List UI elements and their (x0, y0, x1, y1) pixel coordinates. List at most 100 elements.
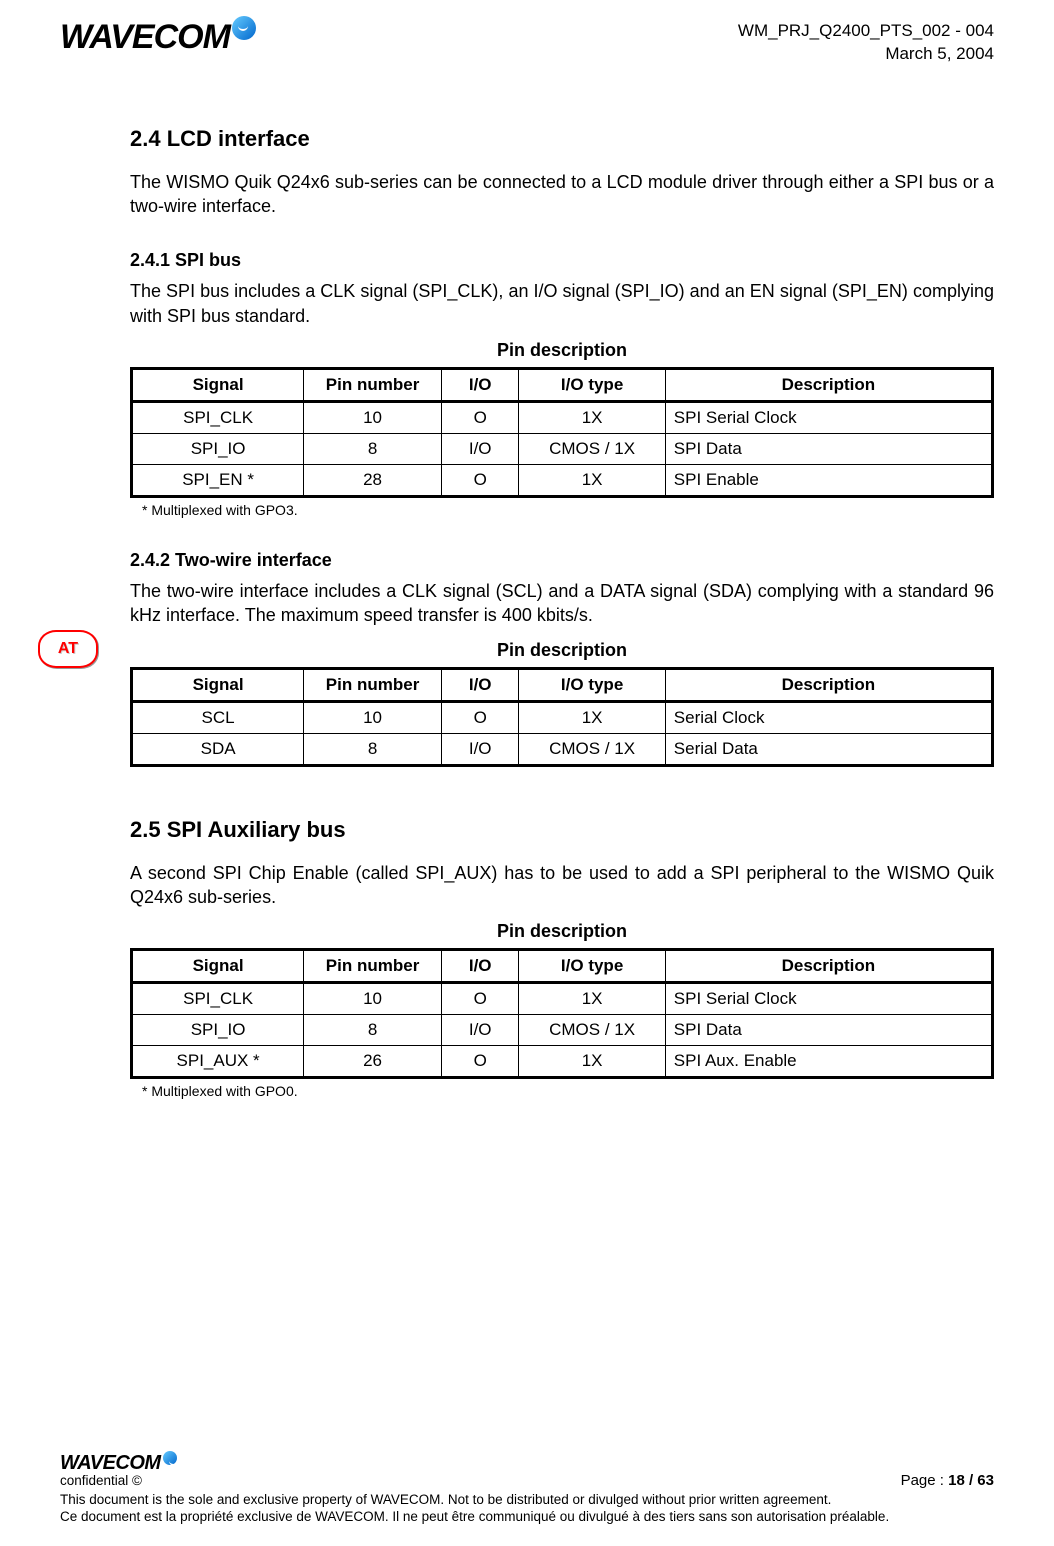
th-pin-number: Pin number (304, 668, 442, 701)
th-io-type: I/O type (519, 668, 665, 701)
heading-2-5: 2.5 SPI Auxiliary bus (130, 817, 994, 843)
heading-2-4-2: 2.4.2 Two-wire interface (130, 550, 994, 571)
table-cell: I/O (441, 434, 518, 465)
intro-2-4-2: The two-wire interface includes a CLK si… (130, 579, 994, 628)
table-body: SPI_CLK10O1XSPI Serial ClockSPI_IO8I/OCM… (132, 402, 993, 497)
doc-id: WM_PRJ_Q2400_PTS_002 - 004 (738, 20, 994, 43)
table-cell: 10 (304, 701, 442, 733)
table-cell: CMOS / 1X (519, 1015, 665, 1046)
table-cell: 28 (304, 465, 442, 497)
heading-2-4: 2.4 LCD interface (130, 126, 994, 152)
table-cell: SPI_IO (132, 1015, 304, 1046)
table-cell: 26 (304, 1046, 442, 1078)
th-io-type: I/O type (519, 950, 665, 983)
brand-logo: WAVECOM (60, 20, 256, 54)
heading-2-4-1: 2.4.1 SPI bus (130, 250, 994, 271)
caption-2-5: Pin description (130, 921, 994, 942)
th-signal: Signal (132, 668, 304, 701)
footer-page: Page : 18 / 63 (901, 1472, 994, 1491)
footer-legal-fr: Ce document est la propriété exclusive d… (60, 1509, 994, 1526)
table-2-4-2: Signal Pin number I/O I/O type Descripti… (130, 667, 994, 767)
table-cell: SPI Serial Clock (665, 983, 992, 1015)
footer-brand-logo: WAVECOM (60, 1453, 177, 1473)
table-cell: 1X (519, 983, 665, 1015)
table-header-row: Signal Pin number I/O I/O type Descripti… (132, 369, 993, 402)
footer-brand-text: WAVECOM (60, 1453, 161, 1473)
doc-date: March 5, 2004 (738, 43, 994, 66)
th-description: Description (665, 369, 992, 402)
th-description: Description (665, 950, 992, 983)
table-cell: SPI Data (665, 1015, 992, 1046)
table-2-4-1: Signal Pin number I/O I/O type Descripti… (130, 367, 994, 498)
table-row: SPI_IO8I/OCMOS / 1XSPI Data (132, 434, 993, 465)
th-signal: Signal (132, 369, 304, 402)
table-cell: 1X (519, 1046, 665, 1078)
table-cell: 10 (304, 983, 442, 1015)
footer-top-row: WAVECOM confidential © Page : 18 / 63 (60, 1453, 994, 1490)
table-row: SCL10O1XSerial Clock (132, 701, 993, 733)
table-cell: 8 (304, 733, 442, 765)
table-cell: 8 (304, 1015, 442, 1046)
table-cell: SCL (132, 701, 304, 733)
footer-page-label: Page : (901, 1472, 949, 1489)
brand-text: WAVECOM (60, 20, 230, 54)
th-io: I/O (441, 369, 518, 402)
th-io: I/O (441, 668, 518, 701)
table-cell: I/O (441, 1015, 518, 1046)
table-row: SPI_CLK10O1XSPI Serial Clock (132, 983, 993, 1015)
table-cell: O (441, 465, 518, 497)
at-badge: AT (38, 630, 98, 668)
intro-2-4: The WISMO Quik Q24x6 sub-series can be c… (130, 170, 994, 219)
page-header: WAVECOM WM_PRJ_Q2400_PTS_002 - 004 March… (60, 20, 994, 66)
th-pin-number: Pin number (304, 950, 442, 983)
table-cell: I/O (441, 733, 518, 765)
table-row: SDA8I/OCMOS / 1XSerial Data (132, 733, 993, 765)
table-cell: SPI_EN * (132, 465, 304, 497)
table-cell: SPI Aux. Enable (665, 1046, 992, 1078)
footnote-2-4-1: * Multiplexed with GPO3. (142, 502, 994, 518)
footnote-2-5: * Multiplexed with GPO0. (142, 1083, 994, 1099)
th-description: Description (665, 668, 992, 701)
table-row: SPI_IO8I/OCMOS / 1XSPI Data (132, 1015, 993, 1046)
table-cell: O (441, 1046, 518, 1078)
table-cell: 1X (519, 701, 665, 733)
doc-meta: WM_PRJ_Q2400_PTS_002 - 004 March 5, 2004 (738, 20, 994, 66)
th-signal: Signal (132, 950, 304, 983)
table-cell: O (441, 402, 518, 434)
table-cell: 10 (304, 402, 442, 434)
table-cell: Serial Data (665, 733, 992, 765)
at-badge-label: AT (58, 640, 78, 658)
footer-confidential: confidential © (60, 1473, 142, 1488)
th-io-type: I/O type (519, 369, 665, 402)
footer-legal-en: This document is the sole and exclusive … (60, 1492, 994, 1509)
table-cell: 1X (519, 465, 665, 497)
intro-2-5: A second SPI Chip Enable (called SPI_AUX… (130, 861, 994, 910)
page: WAVECOM WM_PRJ_Q2400_PTS_002 - 004 March… (0, 0, 1054, 1546)
footer-page-number: 18 / 63 (948, 1472, 994, 1489)
footer-left: WAVECOM confidential © (60, 1453, 177, 1490)
table-2-5: Signal Pin number I/O I/O type Descripti… (130, 948, 994, 1079)
table-row: SPI_CLK10O1XSPI Serial Clock (132, 402, 993, 434)
table-cell: SPI_AUX * (132, 1046, 304, 1078)
table-cell: SPI Data (665, 434, 992, 465)
table-cell: O (441, 701, 518, 733)
table-header-row: Signal Pin number I/O I/O type Descripti… (132, 950, 993, 983)
table-cell: SPI_CLK (132, 402, 304, 434)
table-cell: SPI_IO (132, 434, 304, 465)
table-body: SCL10O1XSerial ClockSDA8I/OCMOS / 1XSeri… (132, 701, 993, 765)
table-cell: 1X (519, 402, 665, 434)
table-cell: SPI Enable (665, 465, 992, 497)
table-cell: 8 (304, 434, 442, 465)
brand-swirl-icon (232, 16, 256, 40)
caption-2-4-2: Pin description (130, 640, 994, 661)
table-cell: O (441, 983, 518, 1015)
table-header-row: Signal Pin number I/O I/O type Descripti… (132, 668, 993, 701)
table-cell: CMOS / 1X (519, 733, 665, 765)
footer-brand-swirl-icon (163, 1451, 177, 1465)
content: 2.4 LCD interface The WISMO Quik Q24x6 s… (130, 126, 994, 1099)
intro-2-4-1: The SPI bus includes a CLK signal (SPI_C… (130, 279, 994, 328)
table-row: SPI_AUX *26O1XSPI Aux. Enable (132, 1046, 993, 1078)
table-cell: SDA (132, 733, 304, 765)
page-footer: WAVECOM confidential © Page : 18 / 63 Th… (60, 1453, 994, 1526)
table-row: SPI_EN *28O1XSPI Enable (132, 465, 993, 497)
